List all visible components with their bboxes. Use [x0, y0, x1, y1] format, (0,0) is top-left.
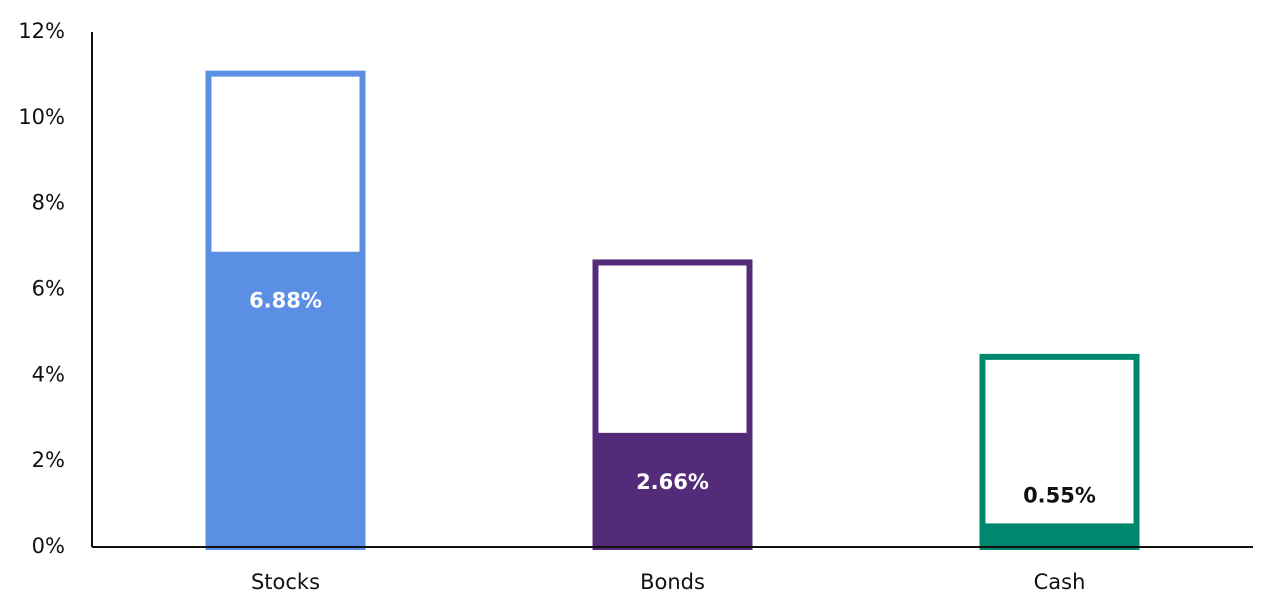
y-tick-label: 10% [18, 105, 65, 129]
x-tick-label: Bonds [640, 570, 705, 594]
y-tick-label: 12% [18, 19, 65, 43]
bar [205, 251, 366, 547]
bar [592, 432, 753, 547]
range-outline [979, 353, 1140, 550]
y-tick-label: 4% [32, 362, 65, 386]
value-label: 0.55% [1023, 483, 1096, 507]
value-label: 2.66% [636, 470, 709, 494]
x-tick-label: Stocks [251, 570, 320, 594]
value-label: 6.88% [249, 289, 322, 313]
bar [979, 523, 1140, 547]
x-tick-label: Cash [1034, 570, 1086, 594]
y-tick-label: 8% [32, 191, 65, 215]
y-tick-label: 0% [32, 534, 65, 558]
y-tick-label: 6% [32, 277, 65, 301]
y-tick-label: 2% [32, 448, 65, 472]
